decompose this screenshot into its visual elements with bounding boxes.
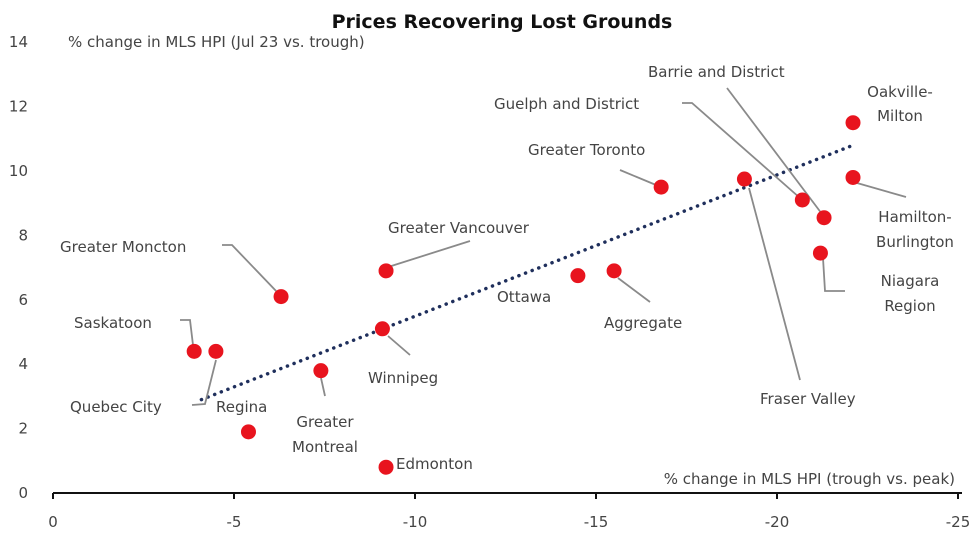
leader-line	[726, 87, 823, 215]
leader-line	[617, 277, 651, 303]
point-label-line: Greater	[296, 413, 354, 431]
leader-line	[384, 240, 471, 269]
data-point	[845, 169, 861, 185]
y-axis-label: % change in MLS HPI (Jul 23 vs. trough)	[68, 33, 365, 51]
x-tick-label: -5	[227, 513, 242, 531]
y-tick-label: 14	[9, 33, 28, 51]
leader-line	[222, 244, 279, 294]
point-label: Greater Montreal	[292, 413, 358, 456]
data-point	[570, 268, 586, 284]
point-label-line: Fraser Valley	[760, 390, 856, 408]
data-point	[313, 363, 329, 379]
point-label: Barrie and District	[648, 63, 785, 81]
leader-line	[320, 377, 326, 397]
point-label: Saskatoon	[74, 314, 152, 332]
point-label-line: Oakville-	[867, 83, 933, 101]
data-point	[378, 263, 394, 279]
data-point	[606, 263, 622, 279]
leader-line	[191, 359, 217, 406]
point-label-line: Montreal	[292, 438, 358, 456]
x-tick-label: -10	[403, 513, 428, 531]
leader-line	[682, 102, 801, 199]
point-label-line: Winnipeg	[368, 369, 438, 387]
data-point	[736, 171, 752, 187]
data-point	[186, 343, 202, 359]
point-label: Regina	[216, 398, 267, 416]
y-tick-label: 0	[18, 484, 28, 502]
point-label: Winnipeg	[368, 369, 438, 387]
trend-line	[199, 143, 855, 402]
data-point	[374, 321, 390, 337]
point-label: Fraser Valley	[760, 390, 856, 408]
point-label-line: Hamilton-	[878, 208, 951, 226]
x-tick-label: -15	[584, 513, 609, 531]
x-axis-label: % change in MLS HPI (trough vs. peak)	[664, 470, 955, 488]
point-label: Oakville- Milton	[867, 83, 933, 125]
point-label-line: Niagara	[881, 272, 940, 290]
point-label-line: Greater Vancouver	[388, 219, 530, 237]
point-label: Guelph and District	[494, 95, 639, 113]
point-label: Greater Toronto	[528, 141, 645, 159]
leader-line	[619, 169, 657, 186]
point-label-line: Milton	[877, 107, 923, 125]
point-label: Aggregate	[604, 314, 682, 332]
y-tick-label: 10	[9, 162, 28, 180]
data-point	[653, 179, 669, 195]
data-point	[273, 289, 289, 305]
point-label-line: Greater Moncton	[60, 238, 186, 256]
y-tick-label: 8	[18, 226, 28, 244]
y-tick-label: 4	[18, 355, 28, 373]
point-label: Edmonton	[396, 455, 473, 473]
point-label-line: Region	[884, 297, 935, 315]
data-point	[240, 424, 256, 440]
leader-line	[856, 182, 907, 198]
data-point	[208, 343, 224, 359]
data-point	[378, 459, 394, 475]
x-tick-label: -25	[946, 513, 971, 531]
point-label: Ottawa	[497, 288, 551, 306]
y-tick-label: 12	[9, 98, 28, 116]
leader-line	[387, 335, 411, 356]
point-label-line: Edmonton	[396, 455, 473, 473]
data-point	[794, 192, 810, 208]
point-label-line: Quebec City	[70, 398, 162, 416]
point-label-line: Ottawa	[497, 288, 551, 306]
leader-line	[822, 257, 845, 292]
y-tick-label: 6	[18, 291, 28, 309]
data-point	[845, 115, 861, 131]
point-label-line: Barrie and District	[648, 63, 785, 81]
x-tick-label: 0	[48, 513, 58, 531]
point-label: Niagara Region	[881, 272, 940, 315]
point-label-line: Regina	[216, 398, 267, 416]
point-label: Greater Vancouver	[388, 219, 530, 237]
data-point	[816, 210, 832, 226]
point-label-line: Aggregate	[604, 314, 682, 332]
point-label-line: Saskatoon	[74, 314, 152, 332]
point-label: Hamilton- Burlington	[876, 208, 954, 251]
data-point	[812, 245, 828, 261]
leader-line	[748, 187, 801, 381]
point-label: Greater Moncton	[60, 238, 186, 256]
point-label-line: Greater Toronto	[528, 141, 645, 159]
point-label-line: Guelph and District	[494, 95, 639, 113]
chart-title: Prices Recovering Lost Grounds	[332, 11, 673, 33]
x-tick-label: -20	[765, 513, 790, 531]
point-label: Quebec City	[70, 398, 162, 416]
y-tick-label: 2	[18, 420, 28, 438]
point-label-line: Burlington	[876, 233, 954, 251]
leader-line	[180, 319, 194, 346]
